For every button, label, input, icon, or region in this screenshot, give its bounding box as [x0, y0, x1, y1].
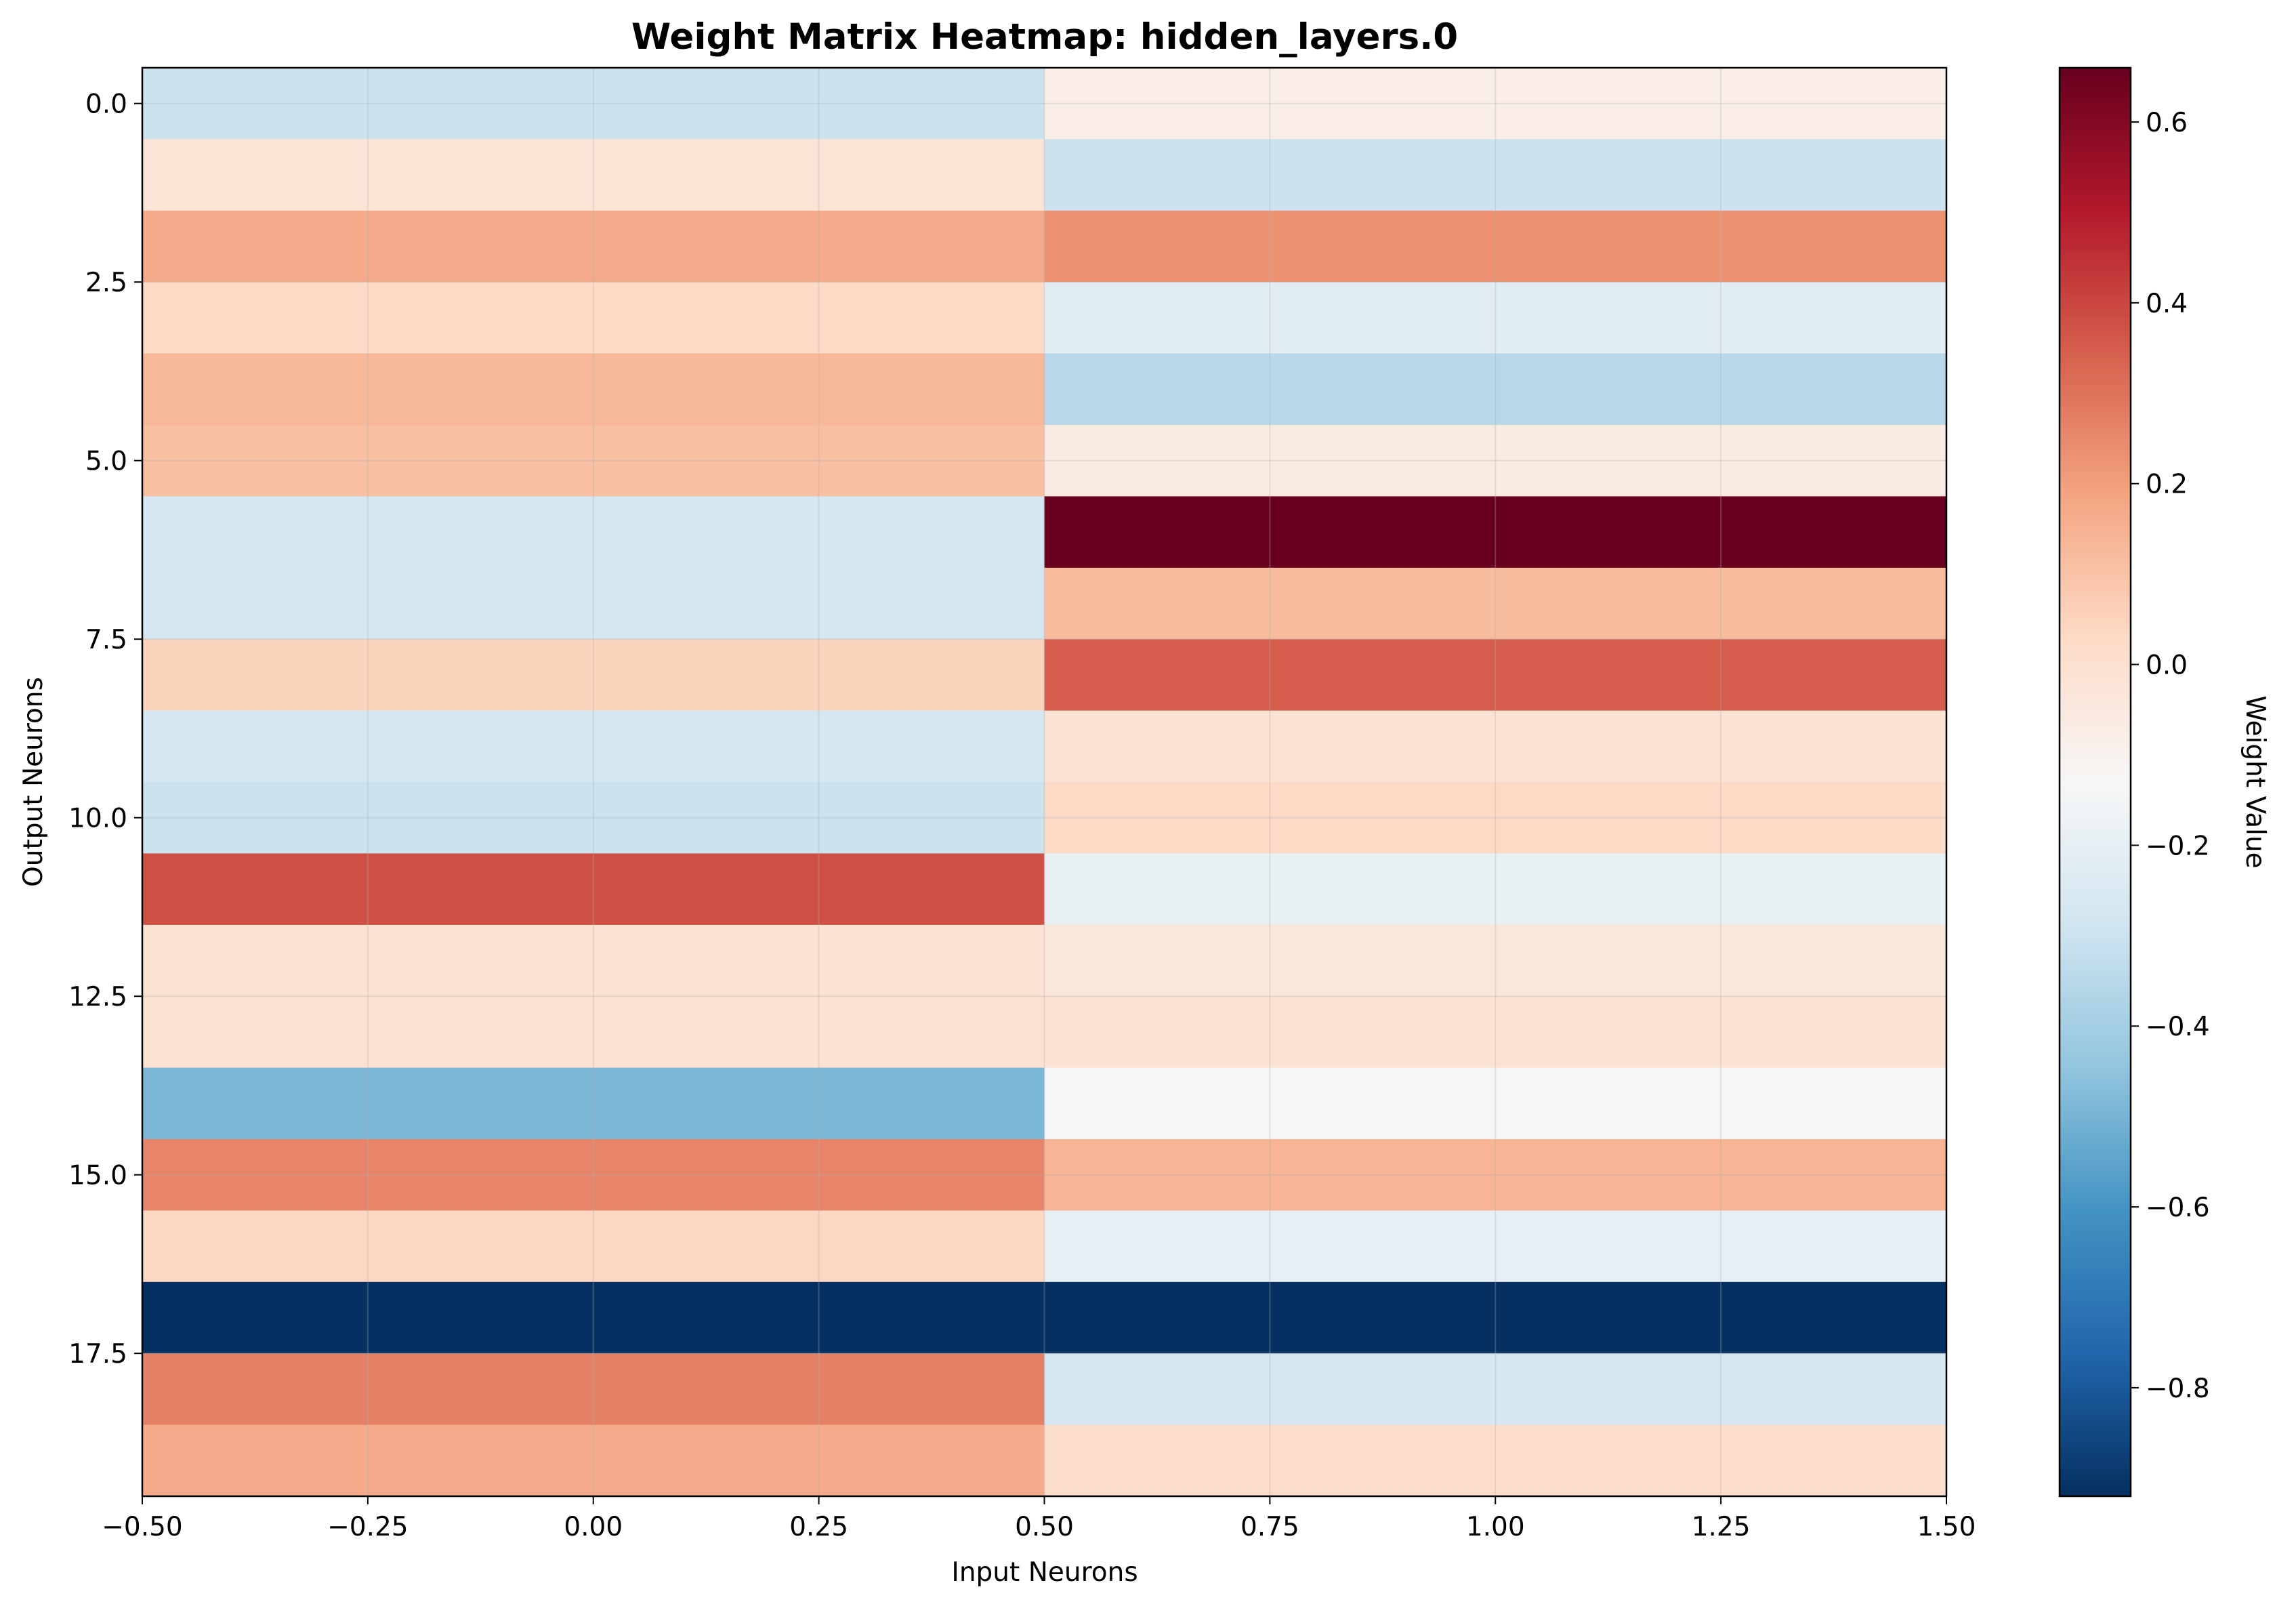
y-axis-label: Output Neurons: [18, 677, 49, 887]
y-tick-label: 7.5: [85, 625, 127, 655]
heatmap-cell: [1044, 1353, 1947, 1426]
colorbar-tick-label: 0.2: [2146, 470, 2188, 500]
y-tick-label: 15.0: [68, 1161, 127, 1191]
colorbar-ticks: 0.6 0.4 0.2 0.0 −0.2 −0.4 −0.6 −0.8: [2131, 108, 2210, 1404]
x-tick-label: −0.50: [102, 1512, 183, 1542]
heatmap-cell: [142, 282, 1045, 354]
heatmap-cell: [1044, 210, 1947, 283]
x-tick-label: 0.00: [564, 1512, 623, 1542]
heatmap-cell: [142, 924, 1045, 997]
heatmap-cell: [142, 210, 1045, 283]
heatmap-cells: [142, 68, 1947, 1497]
heatmap-cell: [142, 567, 1045, 640]
x-tick-label: 0.25: [789, 1512, 848, 1542]
colorbar-tick-label: 0.4: [2146, 289, 2188, 319]
heatmap-cell: [1044, 139, 1947, 211]
y-tick-label: 0.0: [85, 89, 127, 120]
y-tick-label: 5.0: [85, 447, 127, 477]
x-tick-label: 1.50: [1917, 1512, 1976, 1542]
colorbar-tick-label: −0.6: [2146, 1193, 2210, 1223]
x-tick-label: 1.00: [1466, 1512, 1525, 1542]
colorbar: [2058, 66, 2132, 1498]
x-tick-label: 0.50: [1015, 1512, 1074, 1542]
colorbar-tick-label: −0.2: [2146, 831, 2210, 861]
heatmap-cell: [142, 1424, 1045, 1497]
heatmap-cell: [1044, 496, 1947, 569]
colorbar-tick-label: 0.0: [2146, 651, 2188, 681]
x-axis-ticks: −0.50 −0.25 0.00 0.25 0.50 0.75 1.00 1.25 1.50: [102, 1496, 1976, 1542]
heatmap-cell: [1044, 1281, 1947, 1354]
x-axis-label: Input Neurons: [951, 1557, 1137, 1588]
heatmap-cell: [142, 139, 1045, 211]
grid-lines: [142, 68, 1947, 1496]
heatmap-cell: [142, 1139, 1045, 1211]
x-tick-label: 0.75: [1240, 1512, 1299, 1542]
y-tick-label: 2.5: [85, 268, 127, 298]
colorbar-tick-label: −0.8: [2146, 1374, 2210, 1404]
y-tick-label: 12.5: [68, 982, 127, 1012]
heatmap-cell: [1044, 1139, 1947, 1211]
heatmap-cell: [1044, 924, 1947, 997]
heatmap-cell: [1044, 996, 1947, 1069]
heatmap-cell: [142, 353, 1045, 426]
heatmap-cell: [142, 1353, 1045, 1426]
heatmap-cell: [1044, 1067, 1947, 1140]
y-axis-ticks: 0.0 2.5 5.0 7.5 10.0 12.5 15.0 17.5: [68, 89, 142, 1370]
heatmap-cell: [1044, 710, 1947, 783]
heatmap-cell: [1044, 1424, 1947, 1497]
heatmap-cell: [142, 68, 1045, 140]
y-tick-label: 17.5: [68, 1339, 127, 1370]
chart-title: Weight Matrix Heatmap: hidden_layers.0: [631, 16, 1458, 58]
colorbar-tick-label: 0.6: [2146, 108, 2188, 138]
heatmap-cell: [142, 496, 1045, 569]
heatmap-cell: [1044, 425, 1947, 497]
heatmap-cell: [142, 710, 1045, 783]
x-tick-label: −0.25: [327, 1512, 409, 1542]
heatmap-cell: [1044, 1210, 1947, 1283]
colorbar-label: Weight Value: [2240, 695, 2270, 868]
heatmap-cell: [142, 853, 1045, 926]
heatmap-cell: [1044, 282, 1947, 354]
heatmap-cell: [142, 1210, 1045, 1283]
heatmap-cell: [142, 782, 1045, 854]
heatmap-cell: [1044, 639, 1947, 712]
heatmap-cell: [142, 425, 1045, 497]
heatmap-cell: [1044, 353, 1947, 426]
heatmap-cell: [142, 996, 1045, 1069]
heatmap-cell: [1044, 68, 1947, 140]
heatmap-cell: [142, 1281, 1045, 1354]
heatmap-cell: [142, 639, 1045, 712]
heatmap-cell: [1044, 782, 1947, 854]
y-tick-label: 10.0: [68, 804, 127, 834]
heatmap-cell: [142, 1067, 1045, 1140]
x-tick-label: 1.25: [1692, 1512, 1751, 1542]
colorbar-tick-label: −0.4: [2146, 1012, 2210, 1042]
heatmap-cell: [1044, 853, 1947, 926]
heatmap-cell: [1044, 567, 1947, 640]
